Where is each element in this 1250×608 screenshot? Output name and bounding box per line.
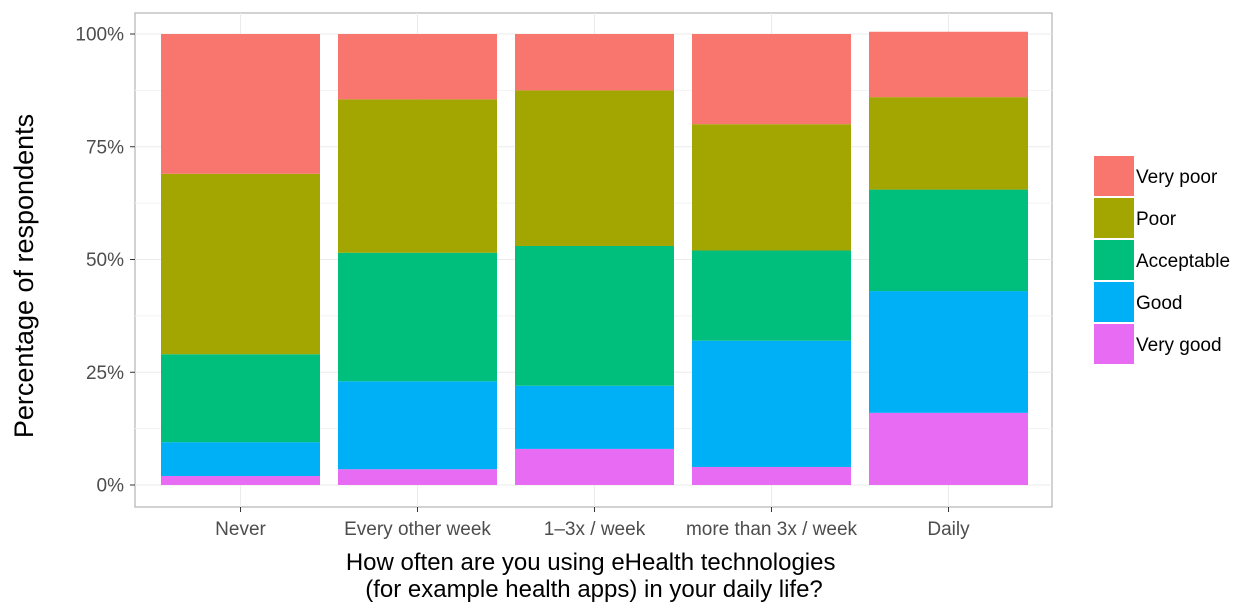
bar-segment [161,173,320,355]
y-tick-label: 75% [86,137,124,158]
x-axis-title: How often are you using eHealth technolo… [346,549,842,603]
bar-segment [869,31,1028,98]
bar-segment [338,99,497,253]
bar-segment [515,34,674,91]
y-tick-label: 0% [97,476,125,497]
legend-label: Acceptable [1136,251,1230,272]
bar-segment [692,340,851,467]
bar-segment [515,385,674,449]
bar-segment [869,412,1028,485]
bar-segment [869,189,1028,292]
y-axis-title: Percentage of respondents [9,114,39,438]
bar-segment [869,291,1028,413]
x-axis-ticks: Never Every other week 1–3x / week more tha… [215,507,970,540]
bar-segment [869,97,1028,190]
y-axis-ticks: 0% 25% 50% 75% 100% [75,25,135,497]
bars [161,31,1028,485]
bar-segment [692,124,851,251]
x-tick-label: more than 3x / week [686,519,858,540]
x-tick-label: Never [215,519,266,540]
bar-segment [338,34,497,100]
legend-key [1094,240,1134,280]
bar-segment [161,442,320,476]
x-axis-title-line-2: (for example health apps) in your daily … [365,576,823,603]
y-tick-label: 25% [86,363,124,384]
legend-key [1094,198,1134,238]
legend-key [1094,282,1134,322]
bar-segment [338,381,497,470]
x-tick-label: Daily [927,519,970,540]
bar-segment [515,245,674,386]
legend-label: Very poor [1136,167,1218,188]
bar-segment [338,469,497,485]
bar-segment [692,466,851,485]
bar-segment [692,34,851,125]
legend-key [1094,156,1134,196]
legend-label: Poor [1136,209,1177,230]
x-tick-label: Every other week [344,519,491,540]
legend-label: Good [1136,293,1182,314]
y-tick-label: 50% [86,250,124,271]
bar-segment [161,354,320,443]
bar-segment [692,250,851,341]
x-tick-label: 1–3x / week [544,519,646,540]
legend: Very poor Poor Acceptable Good Very good [1094,156,1230,364]
y-tick-label: 100% [75,25,124,46]
bar-segment [161,34,320,174]
x-axis-title-line-1: How often are you using eHealth technolo… [346,549,836,576]
bar-segment [161,475,320,485]
bar-segment [515,448,674,485]
legend-key [1094,324,1134,364]
legend-label: Very good [1136,335,1222,356]
bar-segment [515,90,674,246]
bar-segment [338,252,497,382]
